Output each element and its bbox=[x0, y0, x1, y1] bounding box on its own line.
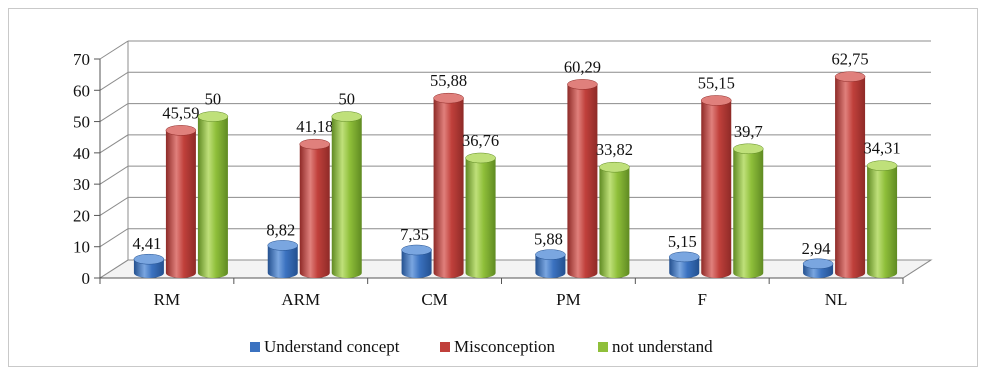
bar bbox=[401, 250, 432, 278]
legend-swatch bbox=[598, 342, 608, 352]
data-label: 8,82 bbox=[266, 220, 295, 239]
data-label: 55,88 bbox=[430, 71, 467, 90]
bar bbox=[867, 165, 898, 278]
gridline-side bbox=[99, 259, 129, 279]
bar bbox=[165, 130, 196, 278]
bar bbox=[133, 259, 164, 278]
bar bbox=[197, 116, 228, 278]
bar-cap bbox=[733, 143, 764, 155]
bar bbox=[433, 98, 464, 278]
data-label: 36,76 bbox=[462, 131, 499, 150]
bar-cap bbox=[197, 111, 229, 122]
bar bbox=[267, 245, 298, 278]
bar-cap bbox=[866, 160, 898, 171]
bar-cap bbox=[567, 79, 598, 90]
bar bbox=[535, 254, 566, 278]
bar bbox=[465, 157, 496, 278]
bar bbox=[835, 76, 866, 278]
bar bbox=[331, 116, 362, 278]
data-label: 60,29 bbox=[564, 57, 601, 76]
y-tick-label: 30 bbox=[73, 175, 90, 194]
bar-cap bbox=[669, 251, 700, 263]
y-tick-label: 60 bbox=[73, 81, 90, 100]
y-tick-label: 0 bbox=[82, 269, 91, 288]
data-label: 5,88 bbox=[534, 230, 563, 249]
bar bbox=[567, 84, 598, 279]
data-label: 62,75 bbox=[832, 50, 869, 69]
bar-cap bbox=[299, 138, 330, 150]
legend-swatch bbox=[250, 342, 260, 352]
x-tick-label: PM bbox=[556, 290, 581, 309]
data-label: 33,82 bbox=[596, 140, 633, 159]
y-tick-label: 20 bbox=[73, 206, 90, 225]
data-label: 41,18 bbox=[296, 117, 333, 136]
bar-cap bbox=[834, 71, 866, 82]
legend-label: Understand concept bbox=[264, 337, 400, 356]
x-tick-label: NL bbox=[825, 290, 848, 309]
y-tick-label: 50 bbox=[73, 113, 90, 132]
data-label: 7,35 bbox=[400, 225, 429, 244]
bar-cap bbox=[599, 161, 630, 173]
data-label: 2,94 bbox=[802, 239, 831, 258]
x-tick-label: CM bbox=[421, 290, 447, 309]
bar-cap bbox=[465, 152, 496, 164]
bar-cap bbox=[165, 125, 197, 136]
bar-cap bbox=[433, 92, 464, 104]
data-label: 39,7 bbox=[734, 122, 763, 141]
gridline-side bbox=[99, 40, 129, 60]
floor-edge bbox=[902, 259, 932, 279]
data-label: 34,31 bbox=[864, 139, 901, 158]
gridline-side bbox=[99, 71, 129, 91]
gridline-side bbox=[99, 103, 129, 122]
data-label: 5,15 bbox=[668, 232, 697, 251]
data-label: 55,15 bbox=[698, 73, 735, 92]
legend-swatch bbox=[440, 342, 450, 352]
data-label: 4,41 bbox=[132, 234, 161, 253]
gridline-side bbox=[99, 165, 129, 185]
y-tick-label: 10 bbox=[73, 238, 90, 257]
data-label: 50 bbox=[339, 90, 356, 109]
x-tick-label: RM bbox=[154, 290, 180, 309]
bar-cap bbox=[133, 253, 165, 265]
gridline-side bbox=[99, 197, 129, 216]
x-tick-label: F bbox=[698, 290, 707, 309]
bar-cap bbox=[401, 244, 432, 256]
legend-label: Misconception bbox=[454, 337, 556, 356]
data-label: 45,59 bbox=[162, 103, 199, 122]
bar bbox=[701, 100, 732, 278]
bar-cap bbox=[267, 240, 298, 251]
bar bbox=[299, 144, 330, 278]
gridline-side bbox=[99, 134, 129, 154]
bar-cap bbox=[331, 111, 362, 122]
bar bbox=[669, 256, 700, 278]
bar bbox=[733, 148, 764, 278]
data-label: 50 bbox=[205, 90, 222, 109]
x-tick-label: ARM bbox=[281, 290, 320, 309]
bar bbox=[599, 167, 630, 278]
y-tick-label: 70 bbox=[73, 50, 90, 69]
legend-label: not understand bbox=[612, 337, 713, 356]
bar-cap bbox=[802, 258, 834, 270]
gridline-side bbox=[99, 228, 129, 248]
bar-cap bbox=[701, 95, 732, 106]
bar-cap bbox=[535, 249, 566, 260]
y-tick-label: 40 bbox=[73, 144, 90, 163]
